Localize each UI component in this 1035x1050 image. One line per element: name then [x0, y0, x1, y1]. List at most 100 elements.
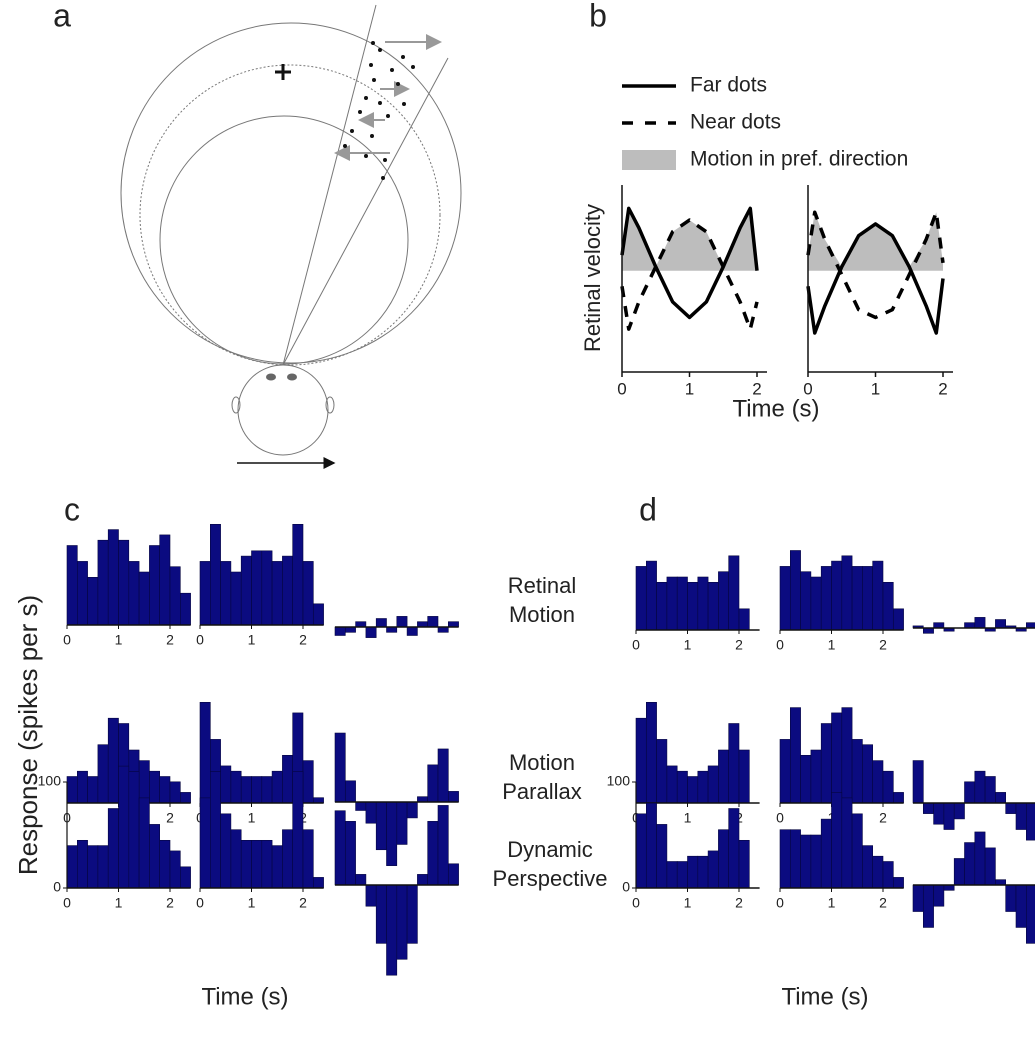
histogram-bar	[841, 797, 853, 889]
y-tick-label: 0	[622, 879, 630, 895]
x-tick-label: 0	[776, 637, 784, 653]
histogram-bar	[892, 608, 904, 631]
velocity-line	[620, 218, 759, 331]
histogram-bar	[396, 801, 408, 845]
histogram-bar	[862, 566, 874, 631]
histogram-bar	[169, 566, 181, 626]
histogram-bar	[149, 824, 160, 889]
velocity-line	[620, 206, 759, 320]
histogram-bar	[645, 701, 657, 804]
histogram-bar	[159, 534, 171, 626]
histogram-bar	[417, 621, 428, 628]
histogram-bar	[220, 813, 232, 889]
histogram-bar	[697, 855, 709, 889]
dot-field	[343, 41, 415, 180]
wedge-edge	[282, 57, 449, 366]
histogram-bar	[666, 765, 678, 804]
histogram-bar	[1005, 802, 1017, 814]
x-tick-label: 0	[632, 637, 640, 653]
histogram-bar	[199, 561, 211, 626]
histogram-bar	[800, 754, 812, 804]
x-tick-label: 0	[196, 895, 204, 911]
dot	[411, 65, 415, 69]
histogram-bar	[365, 626, 377, 638]
histogram-bar	[943, 802, 955, 830]
histogram-bar	[666, 576, 678, 631]
histogram-bar	[862, 845, 874, 889]
x-tick-label: 0	[632, 895, 640, 911]
dot	[402, 102, 406, 106]
x-tick-label: 1	[684, 637, 692, 653]
histogram-bar	[892, 792, 904, 804]
x-tick-label: 2	[938, 379, 947, 398]
histogram-bar	[97, 539, 109, 626]
legend-label: Far dots	[690, 74, 767, 97]
histogram-bar	[77, 561, 88, 626]
x-tick-label: 1	[684, 810, 692, 826]
x-tick-label: 1	[115, 632, 123, 648]
histogram-bar	[406, 884, 418, 944]
histogram-bar	[180, 792, 191, 804]
histogram-bar	[810, 576, 822, 631]
histogram-bar	[447, 621, 459, 628]
dot	[383, 158, 387, 162]
histogram-bar	[406, 801, 418, 819]
histogram-bar	[312, 797, 324, 804]
histogram-bar	[292, 771, 304, 889]
histogram-bar	[656, 581, 668, 631]
histogram-bar	[831, 560, 843, 631]
histogram-bar	[728, 555, 740, 631]
histogram-bar	[386, 884, 398, 976]
histogram-bar	[417, 874, 428, 886]
histogram-bar	[882, 581, 894, 631]
histogram-bar	[728, 723, 740, 804]
histogram-bar	[406, 626, 418, 636]
eye	[266, 373, 276, 381]
histogram-bar	[66, 776, 78, 804]
histogram-bar	[779, 829, 791, 889]
histogram-bar	[882, 861, 894, 889]
histogram-bar	[66, 545, 78, 626]
histogram-bar	[77, 770, 88, 804]
histogram-bar	[271, 561, 283, 626]
histogram-bar	[1015, 802, 1027, 830]
histogram-bar	[282, 754, 293, 804]
preferred-motion-shading	[622, 208, 757, 271]
x-tick-label: 1	[828, 637, 836, 653]
histogram-bar	[302, 760, 314, 804]
histogram-bar	[820, 723, 832, 804]
histogram-bar	[128, 561, 140, 626]
y-axis-label: Retinal velocity	[580, 204, 605, 352]
row-label: Retinal	[508, 573, 576, 598]
x-tick-label: 2	[166, 632, 174, 648]
dot	[350, 129, 354, 133]
histogram-bar	[964, 622, 976, 629]
histogram-bar	[820, 566, 832, 631]
histogram-bar	[841, 707, 853, 804]
dot	[390, 68, 394, 72]
histogram-bar	[984, 776, 996, 804]
histogram-bar	[292, 523, 304, 626]
histogram-bar	[984, 847, 996, 886]
histogram-bar	[974, 617, 986, 629]
dot	[396, 82, 400, 86]
histogram-bar	[240, 555, 252, 626]
y-tick-label: 100	[607, 773, 631, 789]
histogram-bar	[334, 626, 346, 636]
x-axis-label: Time (s)	[732, 395, 819, 422]
histogram-bar	[220, 561, 232, 626]
preferred-motion-shading	[808, 212, 943, 271]
histogram-bar	[953, 858, 965, 886]
histogram-bar	[386, 801, 398, 866]
histogram-bar	[240, 776, 252, 804]
histogram-bar	[251, 839, 263, 889]
histogram-bar	[851, 739, 863, 804]
histogram-bar	[995, 879, 1007, 886]
histogram-bar	[169, 850, 181, 889]
histogram-bar	[302, 829, 314, 889]
histogram-bar	[437, 626, 449, 633]
histogram-bar	[107, 808, 119, 889]
histogram-bar	[159, 776, 171, 804]
histogram-bar	[974, 770, 986, 804]
histogram-bar	[707, 850, 719, 889]
